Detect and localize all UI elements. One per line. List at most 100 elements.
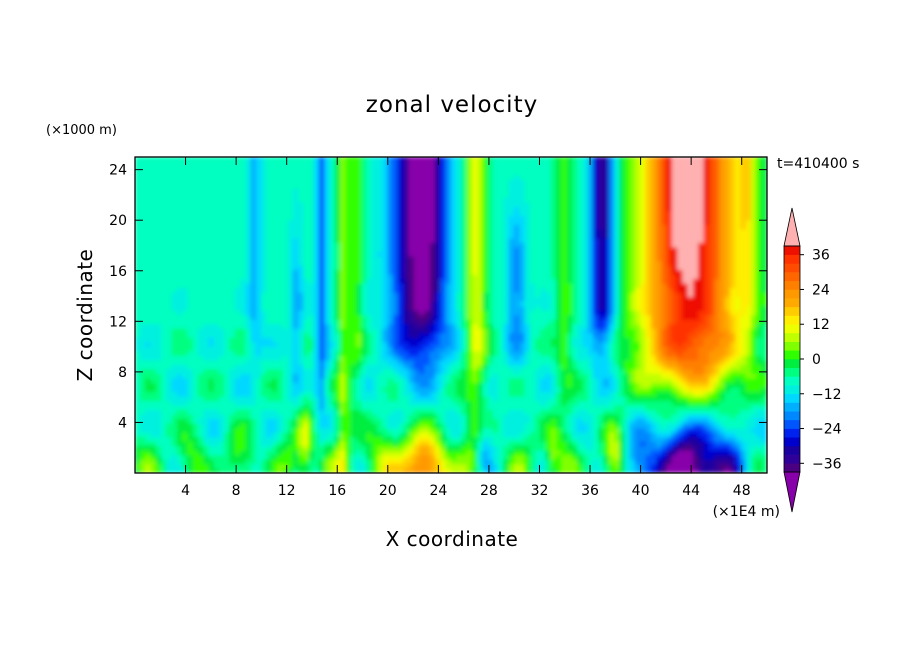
field-cell bbox=[440, 183, 447, 189]
field-cell bbox=[492, 314, 499, 320]
field-cell bbox=[487, 427, 494, 433]
field-cell bbox=[218, 283, 225, 289]
field-cell bbox=[387, 368, 394, 374]
field-cell bbox=[266, 314, 273, 320]
field-cell bbox=[487, 283, 494, 289]
field-cell bbox=[466, 305, 473, 311]
field-cell bbox=[403, 355, 410, 361]
field-cell bbox=[135, 188, 141, 194]
field-cell bbox=[250, 283, 257, 289]
field-cell bbox=[340, 391, 346, 397]
field-cell bbox=[150, 188, 157, 194]
field-cell bbox=[287, 274, 294, 280]
field-cell bbox=[376, 423, 383, 429]
field-cell bbox=[477, 197, 483, 203]
field-cell bbox=[234, 373, 241, 379]
field-cell bbox=[408, 332, 415, 338]
field-cell bbox=[287, 395, 294, 402]
field-cell bbox=[482, 246, 489, 253]
field-cell bbox=[292, 450, 299, 456]
field-cell bbox=[292, 319, 299, 325]
field-cell bbox=[361, 246, 368, 253]
field-cell bbox=[282, 386, 289, 393]
field-cell bbox=[234, 269, 241, 275]
field-cell bbox=[487, 382, 494, 388]
field-cell bbox=[461, 314, 468, 320]
field-cell bbox=[161, 283, 167, 289]
field-cell bbox=[461, 323, 468, 329]
field-cell bbox=[403, 256, 410, 262]
field-cell bbox=[450, 210, 457, 216]
field-cell bbox=[282, 233, 289, 239]
field-cell bbox=[218, 382, 225, 388]
field-cell bbox=[387, 233, 394, 239]
field-cell bbox=[498, 305, 504, 311]
field-cell bbox=[482, 314, 489, 320]
field-cell bbox=[240, 436, 246, 442]
field-cell bbox=[213, 409, 220, 415]
field-cell bbox=[498, 219, 504, 226]
field-cell bbox=[429, 404, 436, 411]
field-cell bbox=[145, 296, 152, 302]
field-cell bbox=[255, 170, 262, 176]
field-cell bbox=[471, 400, 478, 406]
field-cell bbox=[255, 246, 262, 253]
field-cell bbox=[313, 179, 320, 185]
field-cell bbox=[135, 269, 141, 275]
field-cell bbox=[297, 278, 304, 284]
field-cell bbox=[161, 436, 167, 442]
field-cell bbox=[403, 450, 410, 456]
field-cell bbox=[161, 215, 167, 221]
field-cell bbox=[382, 219, 389, 226]
field-cell bbox=[334, 323, 341, 329]
field-cell bbox=[382, 246, 389, 253]
field-cell bbox=[245, 418, 252, 424]
field-cell bbox=[466, 373, 473, 379]
field-cell bbox=[345, 161, 352, 167]
field-cell bbox=[213, 237, 220, 244]
field-cell bbox=[135, 314, 141, 320]
field-cell bbox=[313, 346, 320, 352]
field-cell bbox=[350, 197, 357, 203]
field-cell bbox=[297, 468, 304, 473]
field-cell bbox=[371, 445, 378, 451]
field-cell bbox=[250, 395, 257, 402]
field-cell bbox=[350, 373, 357, 379]
field-cell bbox=[229, 228, 236, 235]
field-cell bbox=[139, 305, 146, 311]
field-cell bbox=[376, 165, 383, 171]
field-cell bbox=[266, 165, 273, 171]
field-cell bbox=[234, 310, 241, 316]
field-cell bbox=[355, 210, 362, 216]
field-cell bbox=[434, 265, 441, 271]
field-cell bbox=[166, 414, 173, 420]
field-cell bbox=[234, 468, 241, 473]
field-cell bbox=[434, 404, 441, 411]
field-cell bbox=[366, 355, 373, 361]
field-cell bbox=[455, 233, 462, 239]
field-cell bbox=[271, 287, 278, 293]
field-cell bbox=[218, 174, 225, 180]
field-cell bbox=[161, 292, 167, 298]
field-cell bbox=[161, 237, 167, 244]
field-cell bbox=[429, 450, 436, 456]
field-cell bbox=[313, 323, 320, 329]
field-cell bbox=[297, 188, 304, 194]
field-cell bbox=[187, 170, 194, 176]
field-cell bbox=[461, 445, 468, 451]
field-cell bbox=[419, 382, 425, 388]
field-cell bbox=[387, 201, 394, 207]
field-cell bbox=[419, 386, 425, 393]
field-cell bbox=[340, 210, 346, 216]
field-cell bbox=[145, 423, 152, 429]
field-cell bbox=[413, 215, 420, 221]
field-cell bbox=[155, 423, 162, 429]
field-cell bbox=[361, 409, 368, 415]
field-cell bbox=[366, 404, 373, 411]
field-cell bbox=[303, 256, 310, 262]
field-cell bbox=[297, 197, 304, 203]
field-cell bbox=[429, 391, 436, 397]
field-cell bbox=[340, 310, 346, 316]
field-cell bbox=[240, 188, 246, 194]
field-cell bbox=[477, 260, 483, 266]
